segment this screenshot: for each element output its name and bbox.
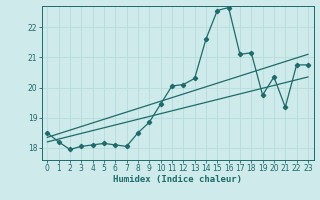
X-axis label: Humidex (Indice chaleur): Humidex (Indice chaleur) xyxy=(113,175,242,184)
